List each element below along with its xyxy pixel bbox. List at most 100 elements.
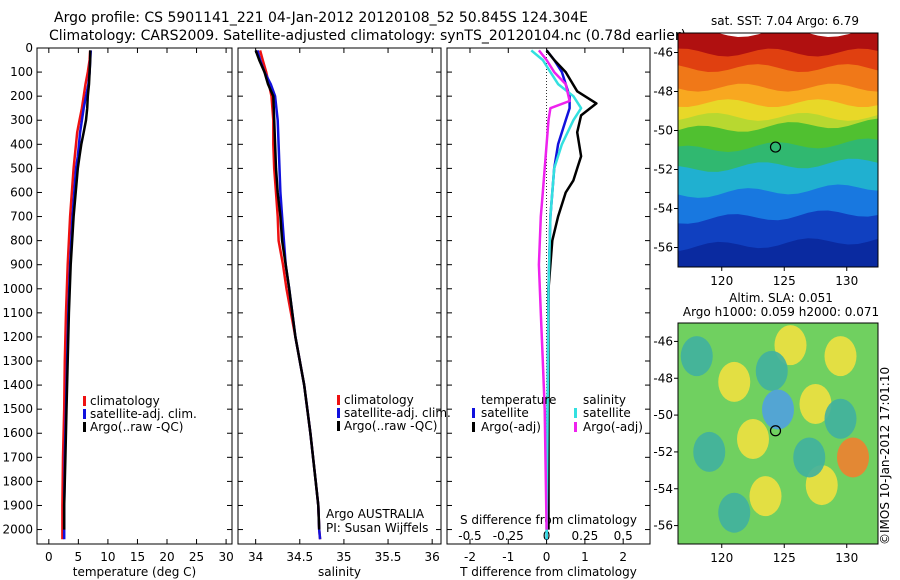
sla-anomaly-blob bbox=[824, 336, 857, 377]
temperature-y-tick-label: 600 bbox=[10, 185, 33, 199]
temperature-y-tick-label: 300 bbox=[10, 113, 33, 127]
difference-legend-label: satellite bbox=[481, 406, 529, 420]
sst_map-y-tick-label: -48 bbox=[653, 85, 673, 99]
temperature-y-tick-label: 1900 bbox=[2, 498, 33, 512]
sla-anomaly-blob bbox=[718, 361, 751, 402]
sst_map-y-tick-label: -46 bbox=[653, 46, 673, 60]
salinity-series-line bbox=[254, 49, 321, 530]
temperature-y-tick-label: 1400 bbox=[2, 378, 33, 392]
salinity-legend-label: satellite-adj. clim. bbox=[344, 406, 451, 420]
difference-legend-label: satellite bbox=[583, 406, 631, 420]
sla_map-field bbox=[678, 323, 878, 544]
sla_map-frame bbox=[677, 322, 879, 545]
sla_map-y-tick-label: -50 bbox=[653, 408, 673, 422]
sst_map-x-tick-label: 125 bbox=[773, 274, 796, 288]
sla-anomaly-blob bbox=[837, 437, 869, 478]
sst_map-y-tick-label: -50 bbox=[653, 124, 673, 138]
temperature-legend-label: Argo(..raw -QC) bbox=[90, 420, 183, 434]
salinity-x-axis-label: salinity bbox=[318, 565, 361, 579]
temperature-y-tick-label: 1200 bbox=[2, 330, 33, 344]
sst_map-y-tick-label: -54 bbox=[653, 202, 673, 216]
sla-anomaly-blob bbox=[693, 431, 726, 472]
difference-legend-swatch bbox=[574, 408, 577, 418]
sla-anomaly-blob bbox=[793, 437, 826, 478]
sla_map-x-tick-label: 130 bbox=[835, 551, 858, 565]
salinity-legend-swatch bbox=[337, 395, 340, 405]
sst_map-x-tick-label: 130 bbox=[835, 274, 858, 288]
temperature-y-tick-label: 900 bbox=[10, 258, 33, 272]
salinity-plot-frame bbox=[237, 47, 442, 545]
temperature-x-axis-label: temperature (deg C) bbox=[73, 565, 196, 579]
sla-anomaly-blob bbox=[799, 384, 832, 425]
salinity-x-tick-label: 34 bbox=[248, 550, 263, 564]
sla-anomaly-blob bbox=[680, 336, 713, 377]
temperature-y-tick-label: 100 bbox=[10, 65, 33, 79]
salinity-annotation-line-2: PI: Susan Wijffels bbox=[326, 521, 428, 535]
sla-anomaly-blob bbox=[824, 398, 857, 439]
temperature-y-tick-label: 500 bbox=[10, 161, 33, 175]
sla-anomaly-blob bbox=[762, 389, 794, 430]
temperature-y-tick-label: 400 bbox=[10, 137, 33, 151]
difference-series-line bbox=[545, 49, 598, 530]
temperature-legend-swatch bbox=[83, 422, 86, 432]
sla-map-title-line-2: Argo h1000: 0.059 h2000: 0.071 bbox=[683, 305, 879, 319]
sla-anomaly-blob bbox=[718, 492, 751, 533]
sla_map-x-tick-label: 125 bbox=[773, 551, 796, 565]
temperature-y-tick-label: 1700 bbox=[2, 450, 33, 464]
salinity-legend-swatch bbox=[337, 408, 340, 418]
temperature-series-line bbox=[62, 50, 92, 530]
salinity-legend-label: climatology bbox=[344, 393, 414, 407]
sla-map-title-line-1: Altim. SLA: 0.051 bbox=[729, 291, 833, 305]
difference-s-tick-label: -0.25 bbox=[493, 529, 524, 543]
sla-anomaly-blob bbox=[774, 325, 807, 366]
figure-title-line-2: Climatology: CARS2009. Satellite-adjuste… bbox=[49, 28, 687, 44]
difference-x-tick-label: 0 bbox=[543, 550, 551, 564]
difference-x-tick-label: 1 bbox=[581, 550, 589, 564]
salinity-x-tick-label: 36 bbox=[425, 550, 440, 564]
difference-s-tick-label: 0.5 bbox=[614, 529, 633, 543]
sla_map-y-tick-label: -56 bbox=[653, 519, 673, 533]
sst_map-argo-marker bbox=[769, 141, 782, 153]
temperature-x-tick-label: 30 bbox=[218, 550, 233, 564]
temperature-series-line bbox=[61, 50, 92, 540]
difference-x-tick-label: -2 bbox=[464, 550, 476, 564]
temperature-x-tick-label: 15 bbox=[130, 550, 145, 564]
temperature-x-tick-label: 0 bbox=[45, 550, 53, 564]
salinity-annotation-line-1: Argo AUSTRALIA bbox=[326, 507, 425, 521]
figure-title-line-1: Argo profile: CS 5901141_221 04-Jan-2012… bbox=[54, 10, 588, 26]
temperature-y-tick-label: 2000 bbox=[2, 523, 33, 537]
temperature-y-tick-label: 200 bbox=[10, 89, 33, 103]
salinity-x-tick-label: 35.5 bbox=[375, 550, 402, 564]
difference-legend-label: Argo(-adj) bbox=[583, 420, 643, 434]
temperature-x-tick-label: 10 bbox=[100, 550, 115, 564]
temperature-y-tick-label: 1600 bbox=[2, 426, 33, 440]
temperature-y-tick-label: 800 bbox=[10, 234, 33, 248]
temperature-x-tick-label: 25 bbox=[189, 550, 204, 564]
sst-band bbox=[678, 238, 878, 267]
sla-anomaly-blob bbox=[755, 350, 788, 391]
temperature-legend-label: satellite-adj. clim. bbox=[90, 407, 197, 421]
sla_map-y-tick-label: -48 bbox=[653, 371, 673, 385]
sst_map-y-tick-label: -52 bbox=[653, 163, 673, 177]
difference-x-tick-label: 2 bbox=[619, 550, 627, 564]
difference-x-tick-label: -1 bbox=[502, 550, 514, 564]
salinity-x-tick-label: 35 bbox=[336, 550, 351, 564]
difference-legend-swatch bbox=[472, 422, 475, 432]
temperature-legend-swatch bbox=[83, 409, 86, 419]
sla_map-argo-marker bbox=[769, 425, 782, 437]
difference-legend-heading-temperature: temperature bbox=[481, 393, 556, 407]
imos-credit: ©IMOS 10-Jan-2012 17:01:10 bbox=[878, 366, 892, 545]
temperature-y-tick-label: 1000 bbox=[2, 282, 33, 296]
difference-x-axis-label: T difference from climatology bbox=[459, 565, 637, 579]
difference-legend-label: Argo(-adj) bbox=[481, 420, 541, 434]
difference-s-tick-label: -0.5 bbox=[458, 529, 481, 543]
difference-series-line bbox=[530, 49, 583, 540]
salinity-legend-label: Argo(..raw -QC) bbox=[344, 419, 437, 433]
difference-legend-swatch bbox=[472, 408, 475, 418]
salinity-legend-swatch bbox=[337, 421, 340, 431]
sst_map-field bbox=[678, 33, 878, 267]
difference-legend-heading-salinity: salinity bbox=[583, 393, 626, 407]
sst_map-x-tick-label: 120 bbox=[710, 274, 733, 288]
temperature-y-tick-label: 1100 bbox=[2, 306, 33, 320]
temperature-legend-swatch bbox=[83, 396, 86, 406]
